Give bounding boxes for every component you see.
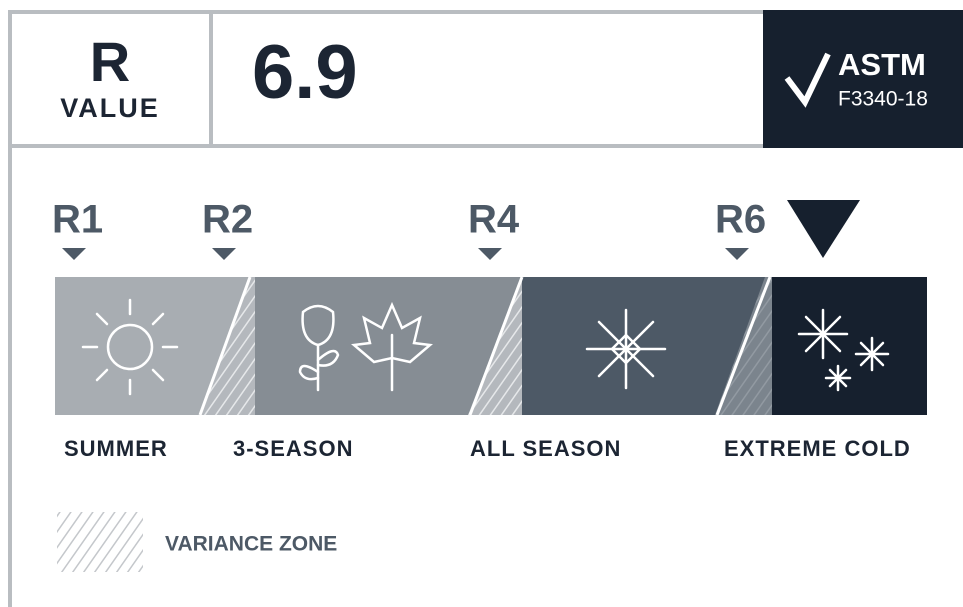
frame — [8, 10, 963, 607]
r-marker: R1 — [52, 198, 103, 242]
zone-label: 3-SEASON — [233, 436, 353, 461]
marker-arrow — [62, 248, 86, 260]
r-value: 6.9 — [252, 30, 358, 115]
marker-arrow — [725, 248, 749, 260]
zone-label: EXTREME COLD — [724, 436, 911, 461]
r-marker: R2 — [202, 198, 253, 242]
zone-label: SUMMER — [64, 436, 168, 461]
sun-icon — [81, 298, 179, 396]
snowflakes-icon — [797, 308, 890, 392]
legend-label: VARIANCE ZONE — [165, 533, 337, 556]
leaf-icon — [351, 301, 433, 392]
badge-code: F3340-18 — [838, 88, 928, 111]
badge-title: ASTM — [838, 47, 926, 82]
r-marker: R6 — [715, 198, 766, 242]
snowflake-icon — [585, 308, 667, 390]
legend-swatch — [57, 512, 143, 572]
r-label: R — [90, 30, 130, 93]
value-pointer — [787, 200, 860, 258]
marker-arrow — [478, 248, 502, 260]
marker-arrow — [212, 248, 236, 260]
flower-icon — [298, 304, 340, 392]
r-marker: R4 — [468, 198, 520, 242]
badge — [763, 10, 963, 148]
zone-label: ALL SEASON — [470, 436, 621, 461]
value-label: VALUE — [60, 93, 160, 123]
check-icon — [784, 52, 831, 108]
scale-bar — [55, 276, 927, 416]
